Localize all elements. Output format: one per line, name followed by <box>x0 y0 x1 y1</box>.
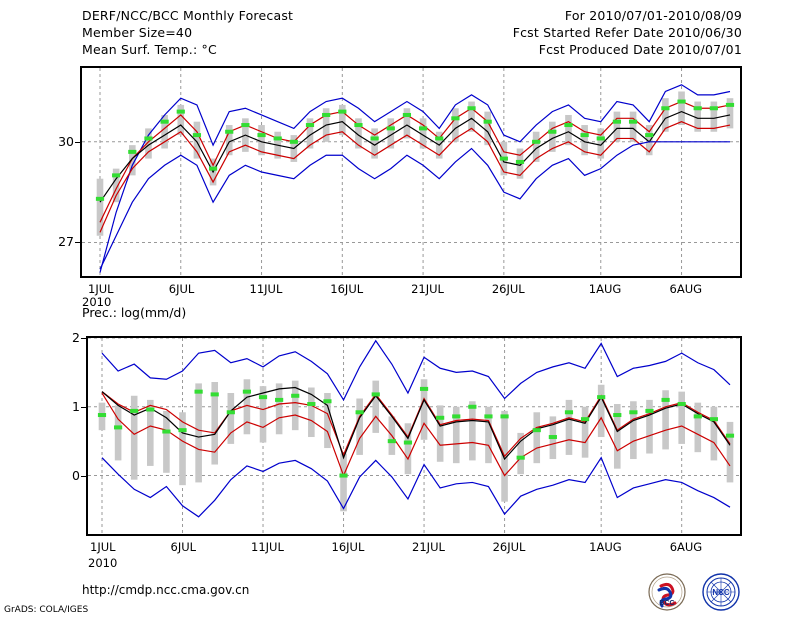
header-produced-date: Fcst Produced Date 2010/07/01 <box>538 42 742 57</box>
grads-credit: GrADS: COLA/IGES <box>4 605 89 615</box>
precipitation-x-axis-year: 2010 <box>88 556 118 570</box>
header-refer-date: Fcst Started Refer Date 2010/06/30 <box>512 25 742 40</box>
x-tick-label: 1AUG <box>589 540 622 554</box>
x-tick-label: 21JUL <box>411 282 444 296</box>
x-tick-label: 6AUG <box>669 282 703 296</box>
temperature-x-axis-year: 2010 <box>82 295 112 309</box>
y-tick-mark <box>75 242 80 244</box>
x-tick-label: 1JUL <box>88 282 114 296</box>
header-left-block: DERF/NCC/BCC Monthly Forecast Member Siz… <box>82 7 293 58</box>
header: DERF/NCC/BCC Monthly Forecast Member Siz… <box>0 0 800 66</box>
temperature-plot-frame <box>80 66 742 278</box>
x-tick-label: 16JUL <box>331 540 365 554</box>
svg-text:NCC: NCC <box>712 588 730 597</box>
x-tick-label: 6JUL <box>168 282 195 296</box>
logos-svg: BCC NCC <box>648 573 740 611</box>
header-title: DERF/NCC/BCC Monthly Forecast <box>82 8 294 23</box>
header-member-size: Member Size=40 <box>82 25 193 40</box>
x-tick-label: 26JUL <box>492 540 526 554</box>
y-tick-mark <box>81 338 86 339</box>
y-tick-mark <box>75 141 80 143</box>
logo-group: BCC NCC <box>645 572 750 612</box>
website-url[interactable]: http://cmdp.ncc.cma.gov.cn <box>82 583 250 597</box>
temperature-plot-canvas <box>82 68 740 276</box>
y-tick-mark <box>81 406 86 408</box>
precipitation-plot-frame <box>86 336 742 536</box>
header-forecast-period: For 2010/07/01-2010/08/09 <box>564 8 742 23</box>
precipitation-plot-canvas <box>88 338 740 534</box>
x-tick-label: 16JUL <box>330 282 364 296</box>
x-tick-label: 6AUG <box>669 540 703 554</box>
header-right-block: For 2010/07/01-2010/08/09 Fcst Started R… <box>513 7 742 58</box>
y-tick-label: 2 <box>72 330 80 345</box>
x-tick-label: 1AUG <box>588 282 622 296</box>
x-tick-label: 11JUL <box>249 282 283 296</box>
svg-text:BCC: BCC <box>659 600 674 607</box>
x-tick-label: 6JUL <box>170 540 197 554</box>
x-tick-label: 11JUL <box>251 540 284 554</box>
bcc-logo-icon: BCC <box>648 573 686 611</box>
header-variable-temp: Mean Surf. Temp.: °C <box>82 42 217 57</box>
precipitation-axis-title: Prec.: log(mm/d) <box>82 305 187 320</box>
x-tick-label: 21JUL <box>412 540 445 554</box>
y-tick-label: 1 <box>72 398 80 414</box>
x-tick-label: 1JUL <box>90 540 116 554</box>
ncc-logo-icon: NCC <box>702 573 740 611</box>
y-tick-label: 30 <box>58 133 74 149</box>
y-tick-label: 0 <box>72 467 80 483</box>
x-tick-label: 26JUL <box>491 282 525 296</box>
y-tick-label: 27 <box>58 234 74 250</box>
y-tick-mark <box>81 475 86 477</box>
